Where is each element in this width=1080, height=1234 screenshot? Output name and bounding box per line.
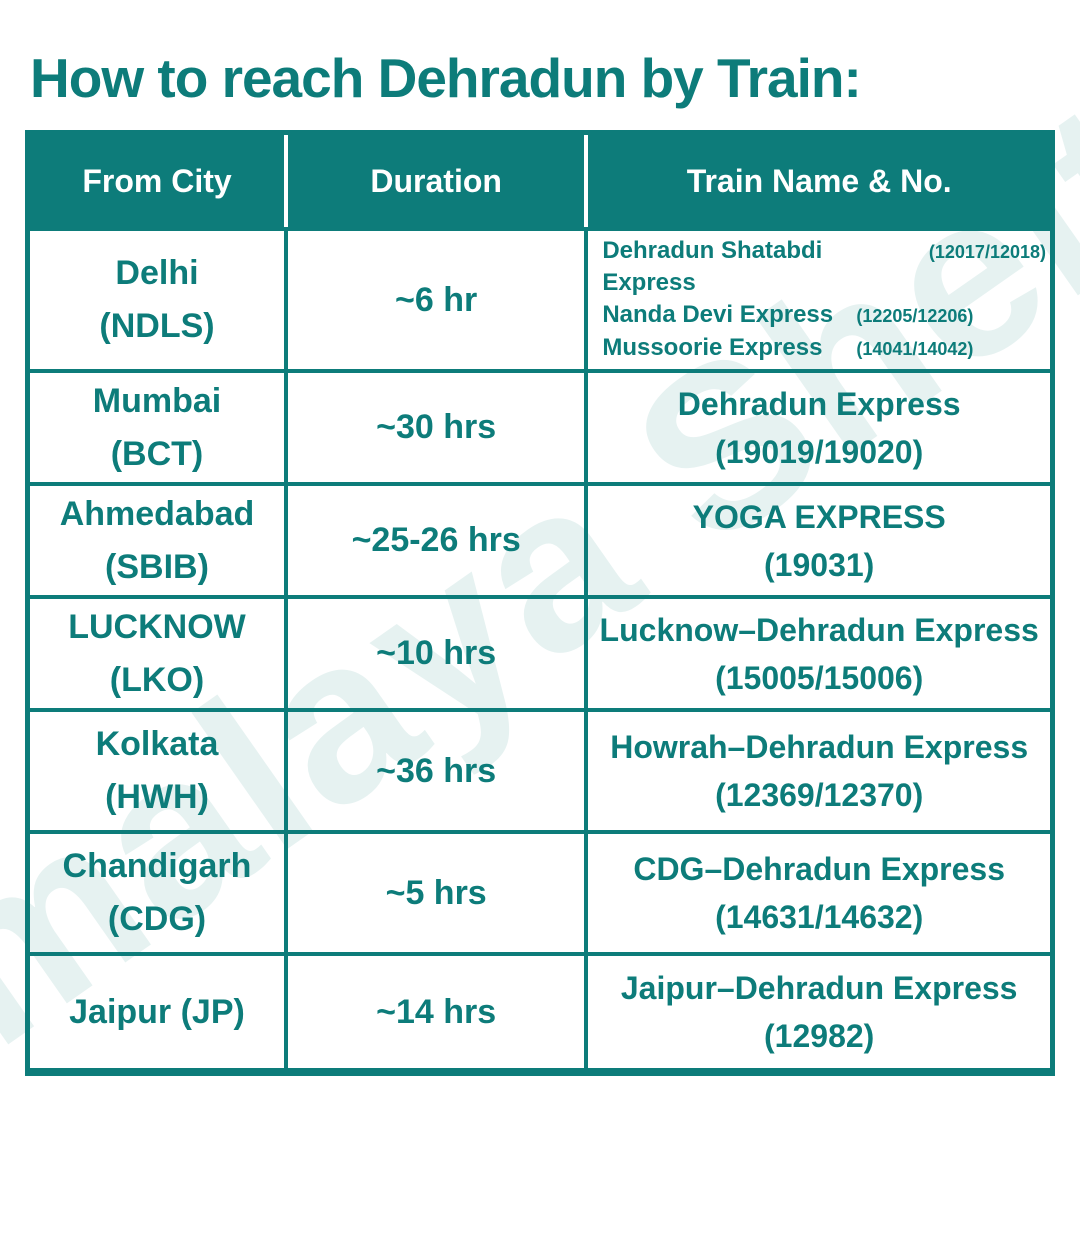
train-cell: Howrah–Dehradun Express (12369/12370): [584, 708, 1050, 830]
table-row-delhi: Delhi (NDLS) ~6 hr Dehradun Shatabdi Exp…: [30, 227, 1050, 369]
city-cell: LUCKNOW (LKO): [30, 595, 284, 708]
train-cell: YOGA EXPRESS (19031): [584, 482, 1050, 595]
train-cell: Lucknow–Dehradun Express (15005/15006): [584, 595, 1050, 708]
train-number: (14041/14042): [856, 339, 974, 359]
duration-cell: ~10 hrs: [283, 595, 585, 708]
duration-cell: ~5 hrs: [283, 830, 585, 952]
col-header-duration: Duration: [283, 135, 585, 227]
train-line: Dehradun Shatabdi Express (12017/12018): [602, 235, 1046, 299]
city-cell: Delhi (NDLS): [30, 227, 284, 369]
table-row-chandigarh: Chandigarh (CDG) ~5 hrs CDG–Dehradun Exp…: [30, 830, 1050, 952]
train-name: Dehradun Shatabdi Express: [602, 237, 823, 296]
train-cell: Dehradun Shatabdi Express (12017/12018) …: [584, 227, 1050, 369]
train-table: From City Duration Train Name & No. Delh…: [25, 130, 1055, 1076]
duration-cell: ~36 hrs: [283, 708, 585, 830]
train-cell: Jaipur–Dehradun Express (12982): [584, 952, 1050, 1068]
duration-cell: ~25-26 hrs: [283, 482, 585, 595]
duration-cell: ~30 hrs: [283, 369, 585, 482]
city-cell: Kolkata (HWH): [30, 708, 284, 830]
train-number: (12205/12206): [856, 306, 974, 326]
train-cell: Dehradun Express (19019/19020): [584, 369, 1050, 482]
table-row-mumbai: Mumbai (BCT) ~30 hrs Dehradun Express (1…: [30, 369, 1050, 482]
city-cell: Ahmedabad (SBIB): [30, 482, 284, 595]
city-cell: Jaipur (JP): [30, 952, 284, 1068]
col-header-from-city: From City: [30, 135, 284, 227]
table-row-lucknow: LUCKNOW (LKO) ~10 hrs Lucknow–Dehradun E…: [30, 595, 1050, 708]
col-header-train-name: Train Name & No.: [584, 135, 1050, 227]
train-number: (12017/12018): [928, 242, 1046, 262]
train-name: Nanda Devi Express: [602, 301, 834, 328]
table-row-kolkata: Kolkata (HWH) ~36 hrs Howrah–Dehradun Ex…: [30, 708, 1050, 830]
duration-cell: ~14 hrs: [283, 952, 585, 1068]
train-line: Nanda Devi Express (12205/12206): [602, 299, 1046, 332]
city-cell: Chandigarh (CDG): [30, 830, 284, 952]
table-row-jaipur: Jaipur (JP) ~14 hrs Jaipur–Dehradun Expr…: [30, 952, 1050, 1068]
duration-cell: ~6 hr: [283, 227, 585, 369]
table-row-ahmedabad: Ahmedabad (SBIB) ~25-26 hrs YOGA EXPRESS…: [30, 482, 1050, 595]
train-name: Mussoorie Express: [602, 334, 823, 361]
city-cell: Mumbai (BCT): [30, 369, 284, 482]
page-title: How to reach Dehradun by Train:: [30, 47, 862, 109]
train-cell: CDG–Dehradun Express (14631/14632): [584, 830, 1050, 952]
train-line: Mussoorie Express (14041/14042): [602, 332, 1046, 365]
header-row: From City Duration Train Name & No.: [30, 135, 1050, 227]
